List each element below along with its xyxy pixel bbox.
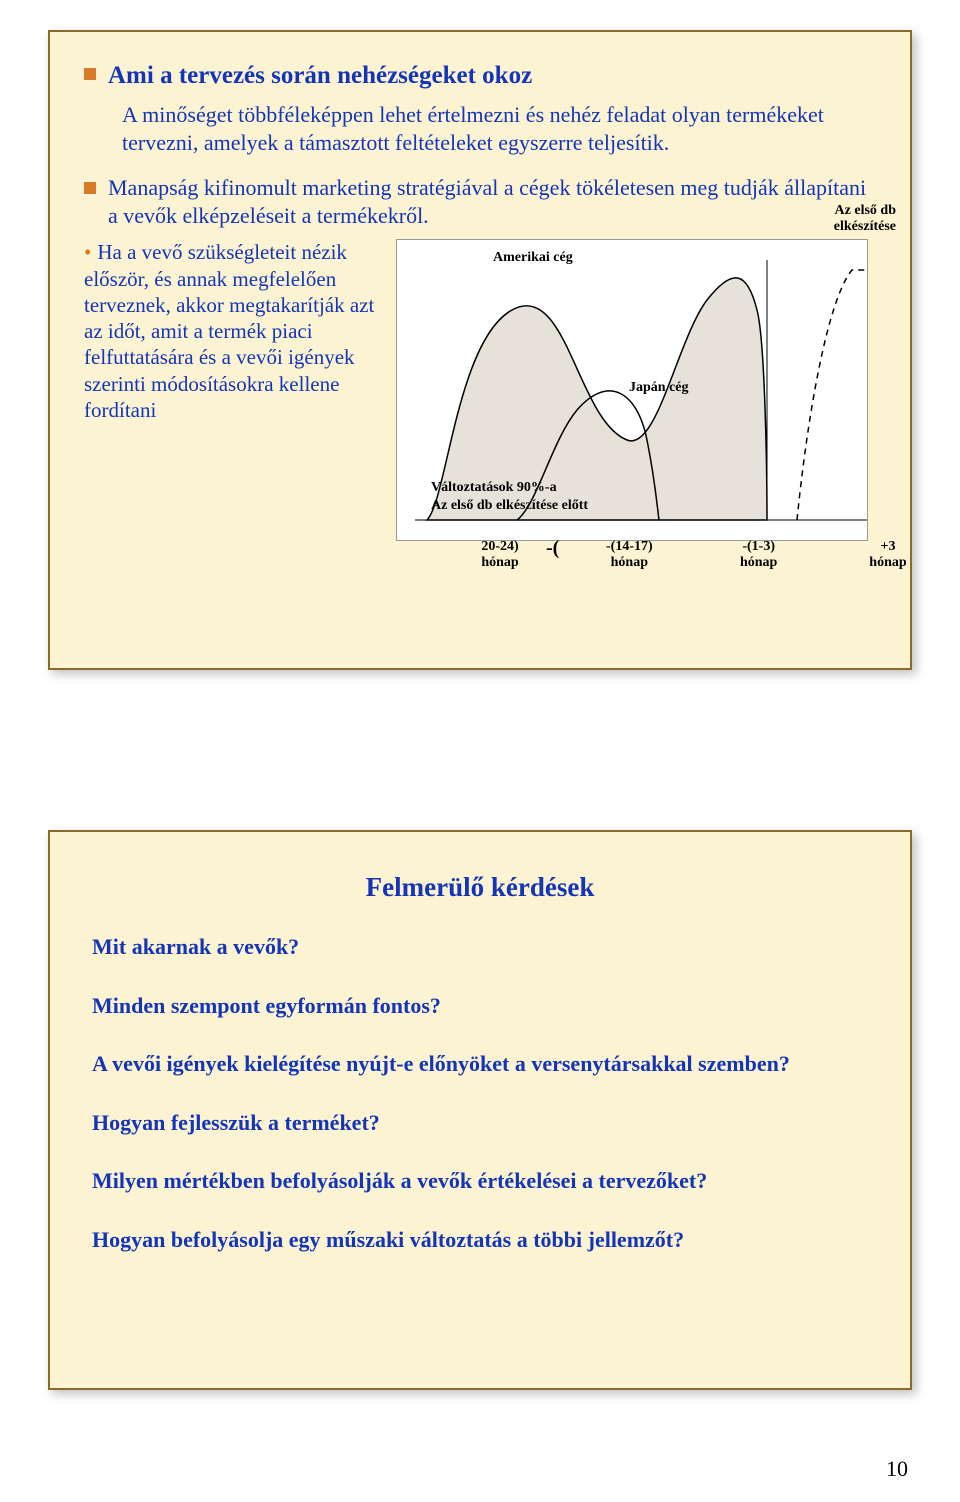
bullet-square-icon	[84, 68, 96, 80]
page: Ami a tervezés során nehézségeket okoz A…	[0, 0, 960, 1502]
q6: Hogyan befolyásolja egy műszaki változta…	[92, 1226, 876, 1255]
label-first-db: Az első db elkészítése	[776, 203, 896, 234]
label-japan: Japán cég	[629, 380, 689, 395]
left-column: •Ha a vevő szükségleteit nézik először, …	[84, 239, 384, 423]
x-paren: -(	[546, 537, 559, 559]
slide2-heading: Felmerülő kérdések	[84, 872, 876, 903]
curve-dashed	[797, 270, 867, 520]
q4: Hogyan fejlesszük a terméket?	[92, 1109, 876, 1138]
chart-x-axis: 20-24) hónap -( -(14-17) hónap -(1-3) hó…	[454, 539, 934, 570]
q2: Minden szempont egyformán fontos?	[92, 992, 876, 1021]
label-first-db-top: Az első db	[835, 203, 896, 218]
q1: Mit akarnak a vevők?	[92, 933, 876, 962]
slide-1: Ami a tervezés során nehézségeket okoz A…	[48, 30, 912, 670]
slide1-intro: A minőséget többféleképpen lehet értelme…	[122, 101, 876, 156]
slide1-heading: Ami a tervezés során nehézségeket okoz	[108, 60, 532, 91]
bullet-square-icon	[84, 182, 96, 194]
chart-note2: Az első db elkészítése előtt	[431, 498, 588, 513]
para2-row: Manapság kifinomult marketing stratégiáv…	[84, 174, 876, 229]
xtick-0: 20-24) hónap	[454, 539, 546, 570]
slide1-para2: Manapság kifinomult marketing stratégiáv…	[108, 174, 876, 229]
xtick-3: +3 hónap	[842, 539, 934, 570]
xtick-1: -(14-17) hónap	[583, 539, 675, 570]
right-column: Az első db elkészítése Gyártmánymódosítá…	[396, 239, 876, 541]
page-number: 10	[886, 1456, 908, 1482]
chart-box: Amerikai cég Japán cég Változtatások 90%…	[396, 239, 868, 541]
label-first-db-bottom: elkészítése	[834, 219, 896, 234]
xtick-2: -(1-3) hónap	[713, 539, 805, 570]
q3: A vevői igények kielégítése nyújt-e előn…	[92, 1050, 876, 1079]
q5: Milyen mértékben befolyásolják a vevők é…	[92, 1167, 876, 1196]
side-point: •Ha a vevő szükségleteit nézik először, …	[84, 239, 384, 423]
slide-2: Felmerülő kérdések Mit akarnak a vevők? …	[48, 830, 912, 1390]
side-point-text: Ha a vevő szükségleteit nézik először, é…	[84, 240, 374, 422]
dot-icon: •	[84, 240, 91, 264]
label-amerikai: Amerikai cég	[493, 250, 573, 265]
chart-note1: Változtatások 90%-a	[431, 480, 557, 495]
heading-row: Ami a tervezés során nehézségeket okoz	[84, 60, 876, 91]
two-column-row: •Ha a vevő szükségleteit nézik először, …	[84, 239, 876, 541]
